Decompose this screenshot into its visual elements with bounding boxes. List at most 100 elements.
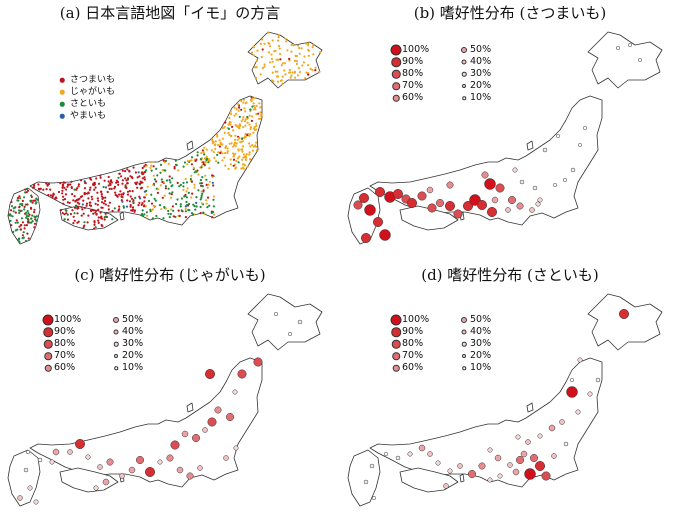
dialect-point — [67, 183, 70, 186]
legend-circle — [461, 341, 467, 347]
dialect-point — [200, 151, 203, 155]
dialect-point — [161, 180, 164, 184]
panel-title: (d) 嗜好性分布 (さといも) — [421, 266, 599, 284]
legend-label: 50% — [122, 314, 144, 325]
dialect-point — [155, 214, 158, 218]
dialect-point — [260, 113, 263, 116]
dialect-point — [273, 50, 276, 53]
dialect-point — [85, 204, 88, 207]
preference-circle — [512, 468, 520, 476]
dialect-point — [191, 213, 195, 216]
dialect-point — [221, 137, 224, 140]
japan-map-a — [7, 31, 323, 245]
dialect-point — [246, 121, 249, 124]
dialect-point — [77, 185, 80, 188]
dialect-point — [250, 119, 253, 122]
dialect-point — [233, 143, 236, 146]
dialect-point — [307, 73, 310, 76]
legend-label: 40% — [470, 56, 492, 67]
dialect-point — [97, 219, 100, 222]
dialect-point — [77, 220, 80, 223]
dialect-point — [96, 197, 99, 200]
dialect-point — [227, 167, 230, 170]
dialect-point — [108, 182, 112, 185]
dialect-point — [144, 163, 147, 166]
dialect-point — [47, 193, 50, 197]
dialect-point — [295, 60, 299, 63]
dialect-point — [194, 208, 197, 211]
legend-circle — [392, 352, 400, 360]
dialect-point — [152, 174, 155, 177]
dialect-point — [118, 193, 121, 196]
preference-circle — [27, 485, 33, 491]
preference-circle — [443, 483, 449, 489]
legend-label: 80% — [54, 338, 76, 349]
dialect-point — [286, 49, 289, 52]
dialect-point — [26, 209, 29, 213]
dialect-point — [283, 62, 286, 65]
dialect-point — [311, 68, 314, 72]
preference-circle — [478, 462, 486, 470]
dialect-point — [233, 114, 236, 117]
dialect-point — [212, 184, 215, 187]
dialect-point — [125, 205, 129, 208]
dialect-point — [32, 199, 35, 202]
legend-circle — [392, 82, 400, 90]
dialect-point — [137, 171, 140, 174]
dialect-point — [21, 221, 24, 224]
preference-circle — [207, 417, 217, 427]
dialect-point — [309, 67, 312, 70]
dialect-point — [255, 76, 258, 79]
dialect-point — [249, 145, 252, 148]
dialect-point — [253, 126, 256, 129]
dialect-point — [152, 182, 156, 185]
dialect-point — [80, 214, 83, 217]
legend-label: 60% — [402, 362, 424, 373]
dialect-point — [277, 34, 280, 37]
dialect-point — [277, 75, 280, 78]
dialect-point — [111, 209, 114, 213]
dialect-point — [288, 68, 291, 72]
preference-points — [17, 312, 303, 505]
dialect-point — [143, 165, 146, 168]
legend-dot — [59, 77, 65, 83]
preference-circle — [494, 454, 502, 462]
dialect-point — [137, 204, 140, 207]
legend-label: 70% — [402, 80, 424, 91]
dialect-point — [187, 191, 190, 194]
dialect-point — [114, 191, 117, 194]
dialect-point — [190, 163, 193, 166]
dialect-point — [270, 57, 273, 61]
honshu-shape — [29, 357, 263, 488]
dialect-point — [22, 231, 25, 234]
dialect-point — [97, 216, 100, 219]
preference-circle — [512, 167, 518, 173]
dialect-point — [107, 180, 110, 183]
dialect-point — [81, 203, 84, 206]
dialect-point — [236, 138, 239, 141]
dialect-point — [234, 144, 237, 148]
dialect-point — [195, 196, 198, 199]
dialect-point — [10, 209, 13, 212]
dialect-point — [255, 124, 258, 127]
dialect-point — [249, 158, 252, 161]
preference-circle — [17, 495, 23, 501]
preference-circle — [435, 460, 441, 466]
dialect-legend: さつまいも じゃがいも さといも やまいも — [58, 74, 148, 126]
preference-circle — [491, 196, 499, 204]
preference-circle — [583, 126, 587, 130]
dialect-point — [73, 212, 76, 215]
dialect-point — [254, 128, 257, 132]
dialect-point — [163, 194, 166, 197]
dialect-point — [263, 42, 266, 45]
legend-circle — [390, 314, 402, 326]
dialect-point — [62, 195, 65, 198]
dialect-point — [80, 179, 83, 182]
dialect-point — [13, 206, 16, 209]
dialect-point — [62, 198, 65, 201]
dialect-point — [93, 223, 96, 226]
preference-circle — [487, 447, 493, 453]
dialect-point — [117, 176, 120, 179]
hokkaido-shape — [587, 293, 663, 351]
dialect-point — [229, 110, 232, 113]
